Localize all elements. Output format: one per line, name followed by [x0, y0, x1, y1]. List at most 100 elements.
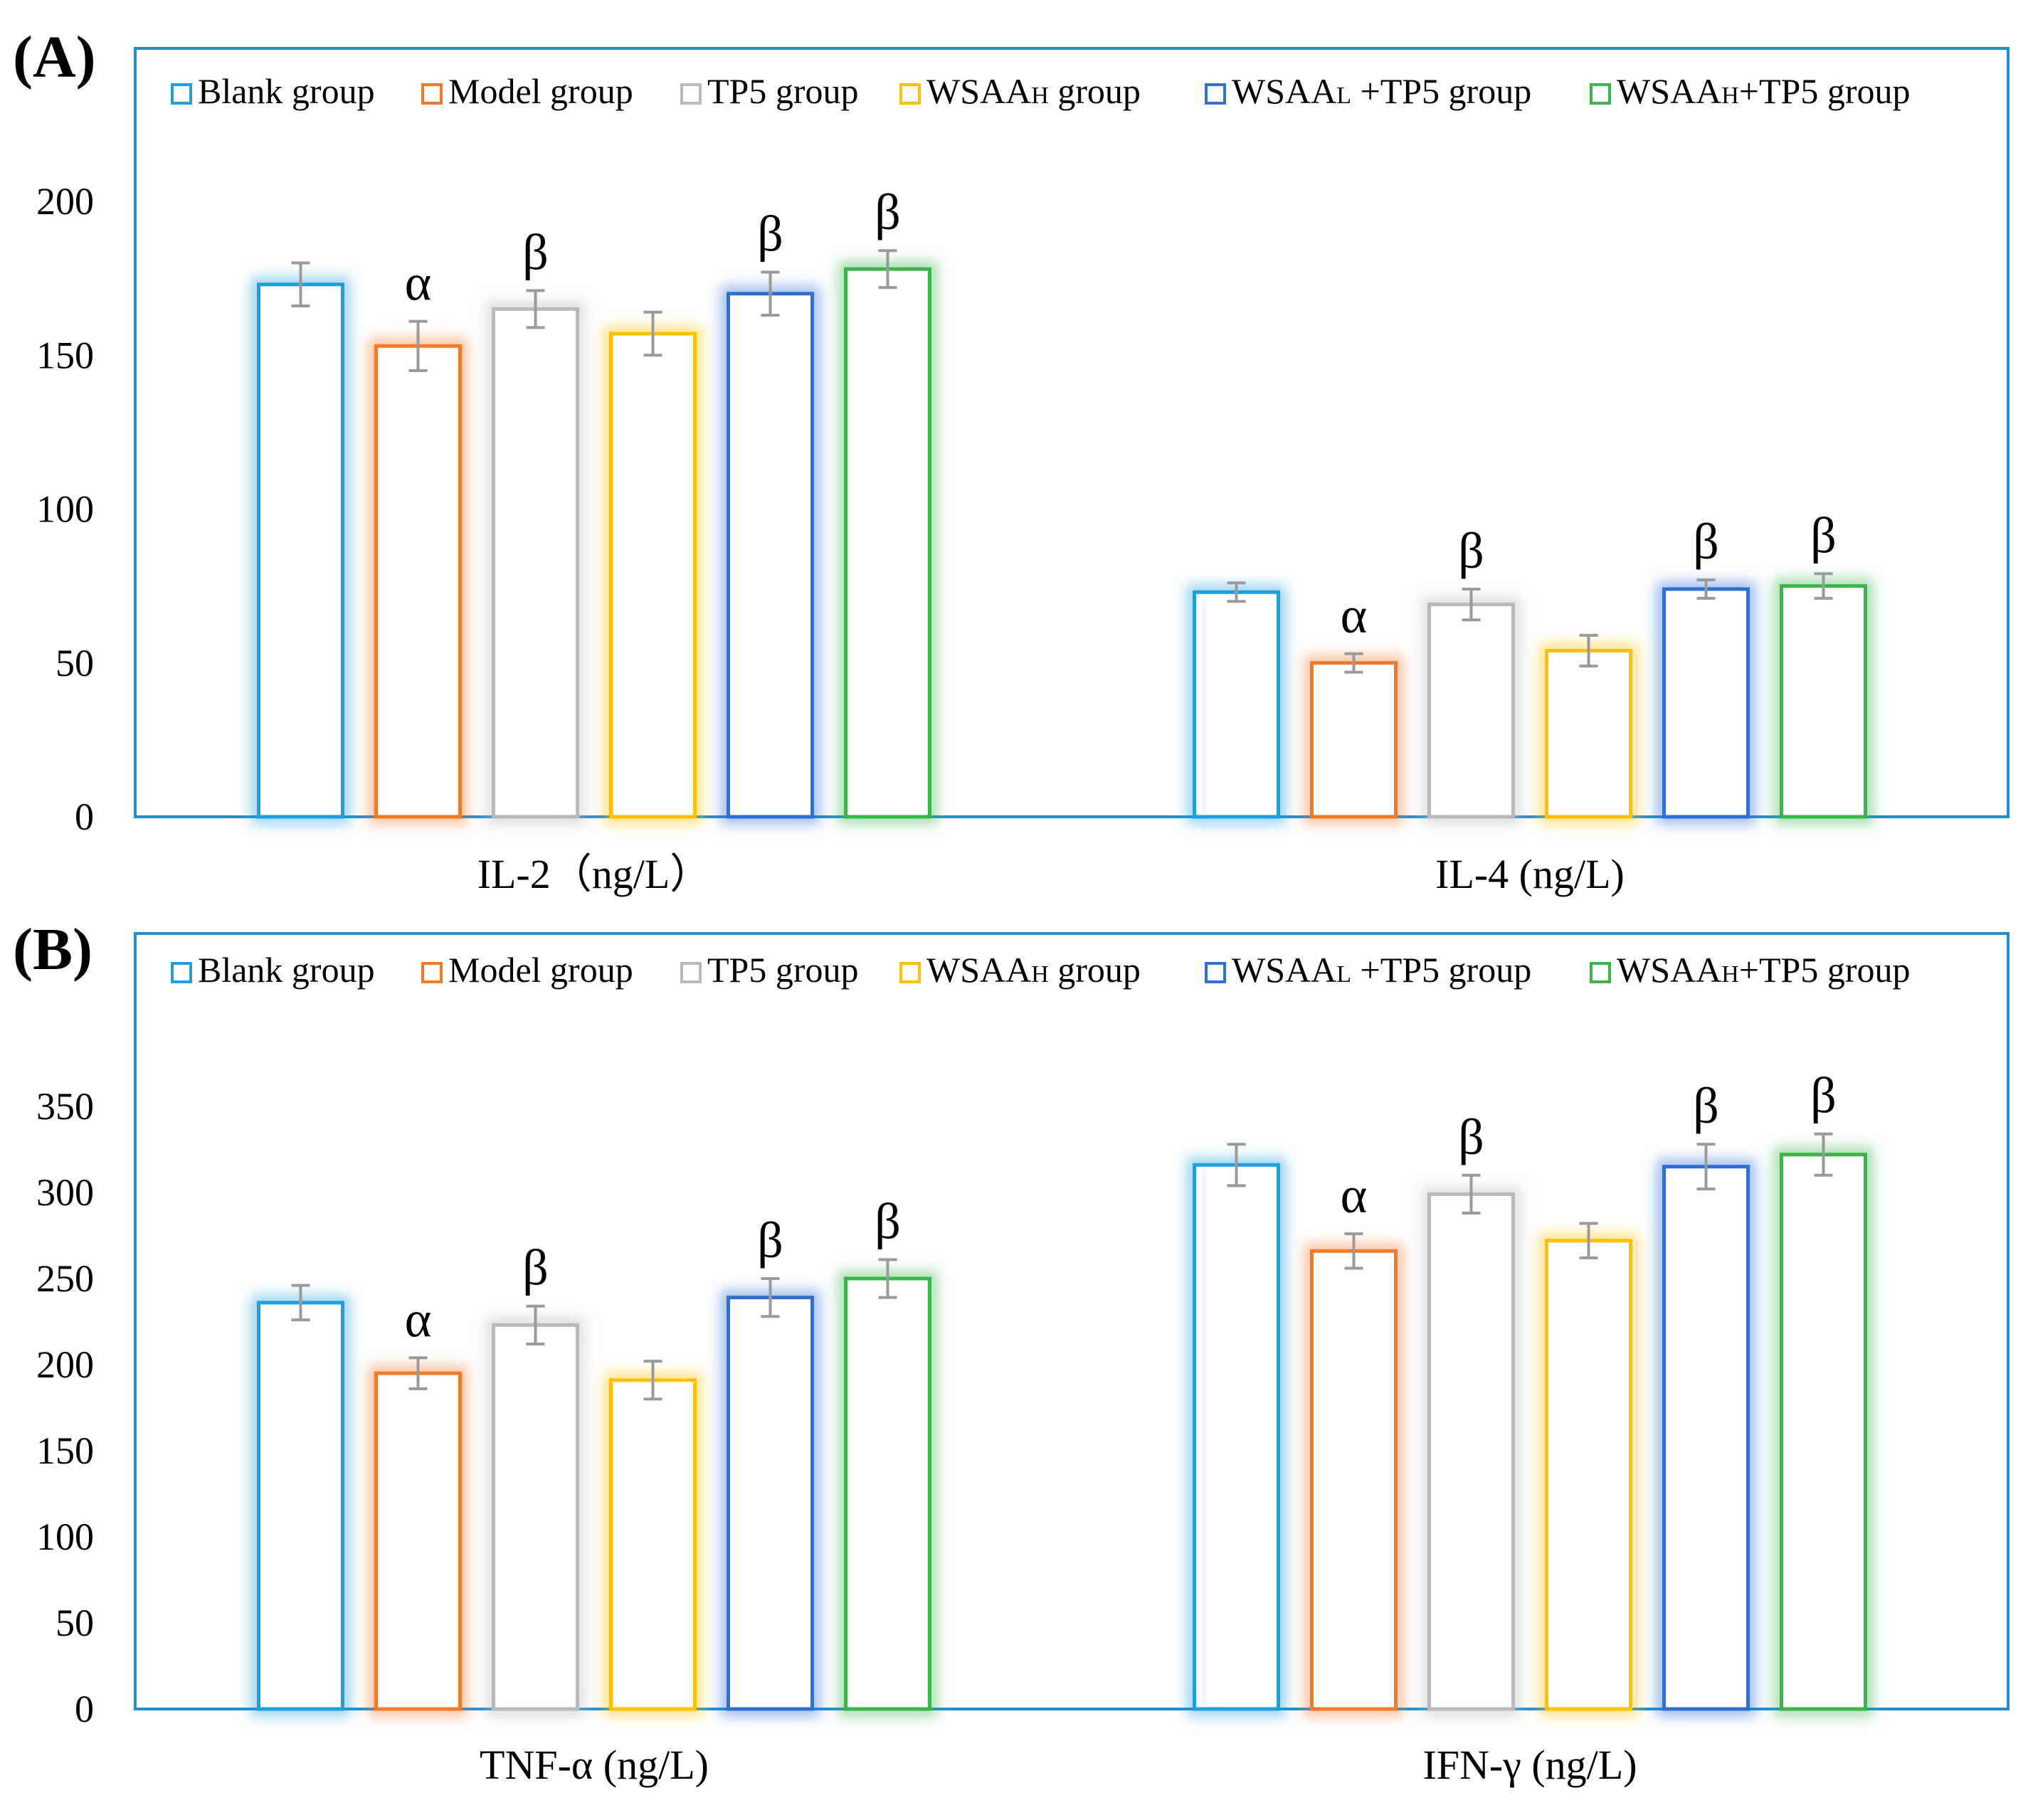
y-tick-label: 250: [36, 1257, 94, 1300]
error-bar: [1696, 578, 1716, 600]
legend-item-blank-group: Blank group: [171, 950, 375, 990]
legend-item-wsaah-group: WSAAH group: [899, 71, 1141, 111]
plot-area: α α β β β β β β: [250, 184, 1874, 825]
y-tick-label: 0: [75, 795, 94, 838]
y-tick-label: 150: [36, 1429, 94, 1472]
legend-item-tp5-group: TP5 group: [680, 71, 859, 111]
error-bar: [878, 249, 897, 290]
legend-item-wsaah-tp5-group: WSAAH+TP5 group: [1590, 71, 1910, 111]
bar-wsaal-tp5-group-1: [727, 292, 814, 819]
legend-label: WSAAL +TP5 group: [1232, 950, 1531, 990]
error-bar: [291, 1284, 310, 1322]
error-bar: [1227, 1143, 1246, 1187]
legend-label: WSAAH+TP5 group: [1617, 950, 1910, 990]
error-bar: [1579, 1222, 1598, 1259]
legend-label: WSAAL +TP5 group: [1232, 71, 1531, 111]
legend-label: TP5 group: [707, 950, 859, 990]
bar-wsaah-group-2: [1545, 1239, 1632, 1711]
legend: Blank group Model group TP5 group WSAAH gro…: [171, 950, 1910, 990]
y-tick-label: 200: [36, 1343, 94, 1386]
legend-swatch: [1205, 83, 1226, 105]
significance-mark: β: [1693, 513, 1719, 570]
significance-mark: β: [1458, 522, 1484, 579]
bar-blank-group-2: [1193, 1163, 1280, 1711]
significance-mark: β: [522, 223, 549, 280]
y-tick-label: 0: [75, 1688, 94, 1730]
bar-wsaah-group-2: [1545, 648, 1632, 819]
legend-swatch: [171, 83, 192, 105]
y-tick-label: 50: [56, 642, 94, 684]
panel-label: (B): [13, 916, 93, 983]
legend-item-model-group: Model group: [421, 950, 633, 990]
significance-mark: α: [405, 255, 432, 312]
significance-mark: β: [1810, 1067, 1837, 1124]
y-tick-label: 300: [36, 1171, 94, 1214]
chart-panel-b: (B) Blank group Model group TP5 group WSAAH…: [13, 916, 2009, 1788]
error-bar: [643, 310, 662, 357]
x-category-label: IL-4 (ng/L): [1435, 851, 1625, 897]
legend-swatch: [899, 83, 921, 105]
legend-label: WSAAH group: [926, 71, 1141, 111]
chart-panel-a: (A) Blank group Model group TP5 group WSAAH…: [13, 24, 2009, 897]
error-bar: [1344, 1232, 1363, 1270]
legend-label: Model group: [448, 71, 633, 111]
legend-item-tp5-group: TP5 group: [680, 950, 859, 990]
significance-mark: β: [1458, 1109, 1484, 1165]
legend-swatch: [171, 962, 192, 983]
significance-mark: β: [522, 1239, 549, 1296]
chart-frame: [134, 932, 2009, 1710]
y-tick-label: 150: [36, 334, 94, 376]
error-bar: [761, 1277, 780, 1318]
x-axis: TNF-α (ng/L) IFN-γ (ng/L): [480, 1742, 1637, 1788]
significance-mark: α: [1341, 1167, 1368, 1224]
y-axis: 0 50 100 150 200 250 300 350: [36, 1085, 94, 1730]
significance-mark: α: [1341, 587, 1368, 644]
legend-swatch: [1590, 962, 1611, 983]
panel-label: (A): [13, 24, 96, 90]
plot-area: α α β β β β β β: [250, 1067, 1874, 1718]
error-bar: [408, 319, 428, 372]
legend-swatch: [421, 83, 443, 105]
error-bar: [761, 270, 780, 317]
error-bar: [526, 1304, 545, 1345]
legend-item-wsaal-tp5-group: WSAAL +TP5 group: [1205, 950, 1531, 990]
legend-swatch: [899, 962, 921, 983]
bar-tp5-group-2: [1427, 1192, 1515, 1711]
legend-item-wsaal-tp5-group: WSAAL +TP5 group: [1205, 71, 1531, 111]
bar-tp5-group-1: [492, 1323, 579, 1711]
y-tick-label: 100: [36, 1515, 94, 1558]
legend: Blank group Model group TP5 group WSAAH gro…: [171, 71, 1910, 111]
bar-wsaah-group-1: [609, 332, 697, 819]
legend-swatch: [680, 83, 702, 105]
bar-model-group-1: [374, 1371, 462, 1711]
error-bar: [1814, 1132, 1833, 1177]
significance-mark: β: [1693, 1077, 1719, 1134]
legend-item-wsaah-group: WSAAH group: [899, 950, 1141, 990]
legend-swatch: [680, 962, 702, 983]
legend-label: WSAAH group: [926, 950, 1141, 990]
bar-wsaal-tp5-group-2: [1662, 587, 1750, 819]
bar-blank-group-1: [257, 282, 344, 819]
y-tick-label: 50: [56, 1602, 94, 1644]
legend-swatch: [1590, 83, 1611, 105]
legend-item-model-group: Model group: [421, 71, 633, 111]
x-category-label: TNF-α (ng/L): [480, 1742, 709, 1788]
significance-mark: β: [875, 184, 901, 240]
error-bar: [1227, 581, 1246, 603]
bar-model-group-2: [1310, 1249, 1398, 1711]
y-tick-label: 100: [36, 488, 94, 531]
significance-mark: β: [1810, 507, 1837, 564]
x-axis: IL-2（ng/L） IL-4 (ng/L): [477, 851, 1625, 897]
significance-mark: β: [757, 205, 783, 262]
legend-item-wsaah-tp5-group: WSAAH+TP5 group: [1590, 950, 1910, 990]
bar-wsaah-tp5-group-2: [1780, 584, 1867, 819]
x-category-label: IFN-γ (ng/L): [1422, 1742, 1637, 1788]
error-bar: [408, 1356, 428, 1390]
legend-label: Model group: [448, 950, 633, 990]
bar-wsaah-group-1: [609, 1378, 697, 1711]
error-bar: [643, 1360, 662, 1401]
error-bar: [1579, 633, 1598, 668]
error-bar: [1344, 652, 1363, 674]
y-tick-label: 350: [36, 1085, 94, 1128]
